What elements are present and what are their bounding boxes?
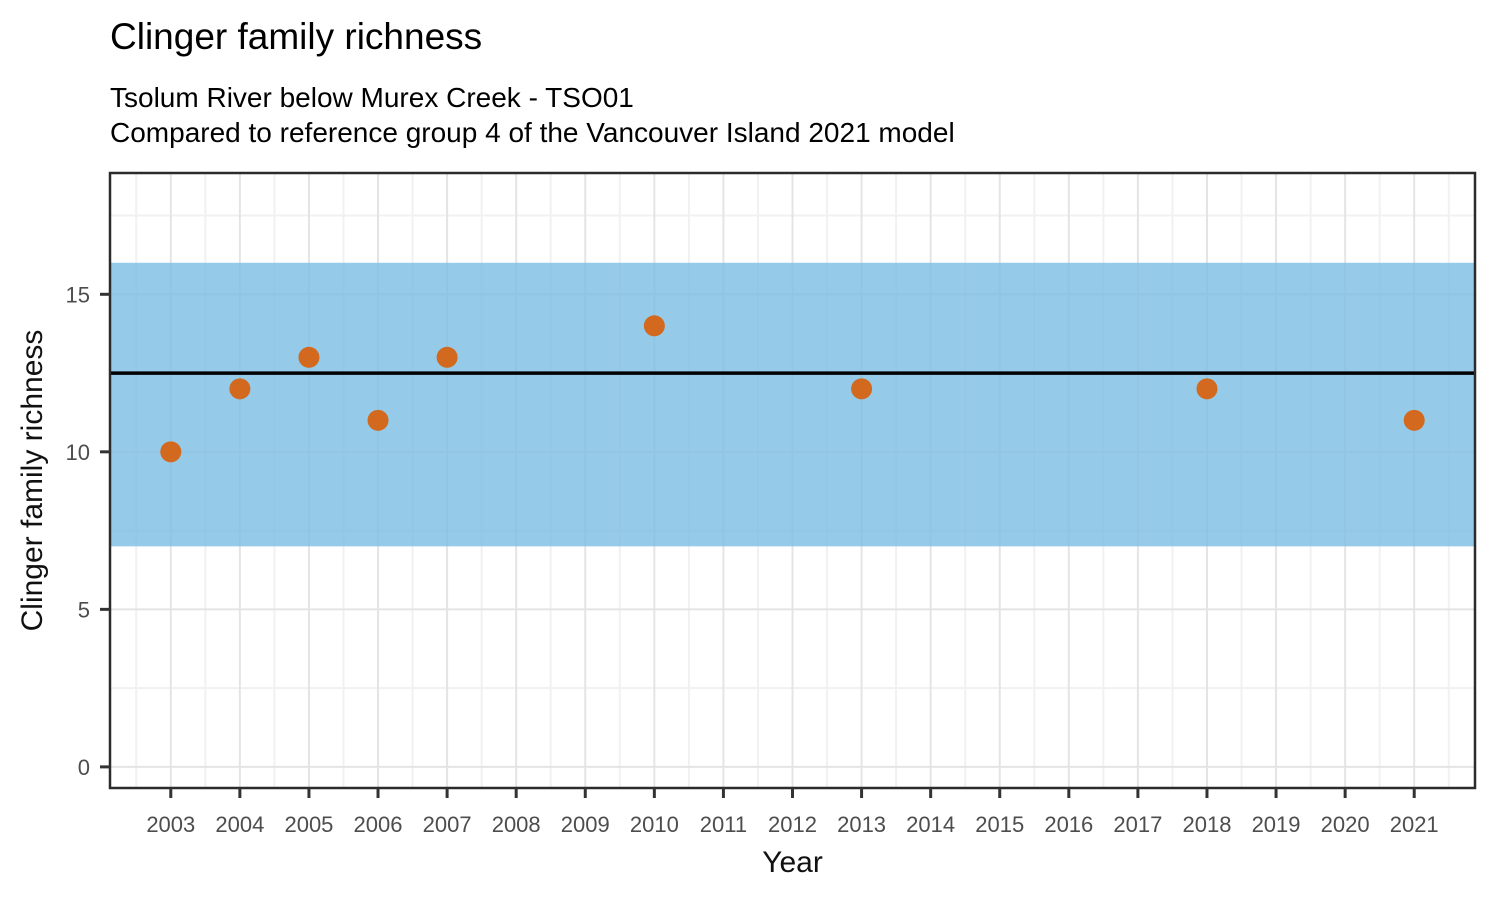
x-tick-label: 2012 [768,812,817,837]
data-point [851,378,873,400]
chart-title: Clinger family richness [110,16,483,57]
y-tick-label: 5 [78,597,90,622]
x-tick-label: 2013 [837,812,886,837]
x-tick-label: 2005 [284,812,333,837]
x-tick-label: 2007 [423,812,472,837]
data-point [367,409,389,431]
x-tick-label: 2004 [215,812,264,837]
x-axis-title: Year [762,846,823,879]
x-tick-label: 2003 [146,812,195,837]
x-tick-label: 2009 [561,812,610,837]
axis-tick-labels: 2003 2004 2005 2006 2007 2008 2009 2010 2011 2012… [66,282,1439,837]
x-tick-label: 2006 [354,812,403,837]
x-tick-label: 2020 [1321,812,1370,837]
data-point [436,346,458,368]
x-tick-label: 2018 [1182,812,1231,837]
chart-subtitle: Tsolum River below Murex Creek - TSO01 C… [110,80,955,150]
x-tick-label: 2010 [630,812,679,837]
chart-subtitle-line2: Compared to reference group 4 of the Van… [110,117,955,148]
x-tick-label: 2017 [1113,812,1162,837]
data-points [160,315,1425,463]
data-point [160,441,182,463]
x-tick-label: 2021 [1390,812,1439,837]
x-tick-label: 2008 [492,812,541,837]
reference-band [110,262,1475,547]
y-tick-label: 0 [78,755,90,780]
axis-tick-marks [100,292,1416,798]
data-point [298,346,320,368]
data-point [643,315,665,337]
chart-subtitle-line1: Tsolum River below Murex Creek - TSO01 [110,82,634,113]
x-tick-label: 2019 [1252,812,1301,837]
x-tick-label: 2011 [700,812,747,837]
y-tick-label: 10 [66,440,90,465]
x-tick-label: 2016 [1044,812,1093,837]
data-point [229,378,251,400]
y-axis-title: Clinger family richness [16,330,49,632]
x-tick-label: 2015 [975,812,1024,837]
data-point [1403,409,1425,431]
x-tick-label: 2014 [906,812,955,837]
data-point [1196,378,1218,400]
y-tick-label: 15 [66,282,90,307]
